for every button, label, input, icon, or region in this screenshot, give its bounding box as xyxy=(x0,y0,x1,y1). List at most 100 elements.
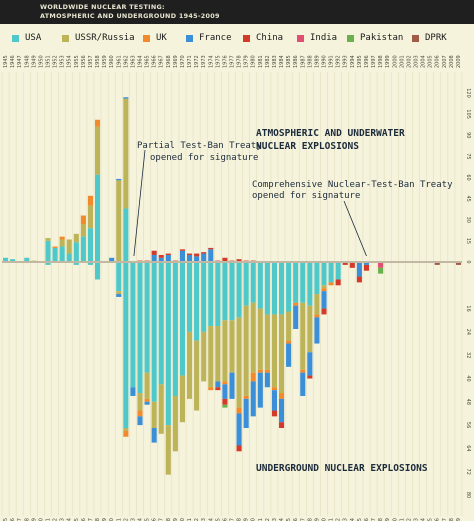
x-tick-label: 1978 xyxy=(237,55,243,68)
x-tick-label: 2001 xyxy=(399,55,405,68)
bar-underground-dprk-2009 xyxy=(455,262,462,265)
bar-underground-india-1998 xyxy=(378,262,384,268)
y-tick-label: 45 xyxy=(465,195,471,201)
x-tick-label: 2007 xyxy=(442,518,448,521)
x-tick-label: 1970 xyxy=(180,518,186,521)
x-tick-label: 1973 xyxy=(201,518,207,521)
x-tick-label: 1999 xyxy=(385,55,391,68)
x-tick-label: 1995 xyxy=(357,518,363,521)
y-tick-label: 15 xyxy=(465,238,471,244)
x-tick-label: 1945 xyxy=(3,518,9,521)
legend-item-ussr-russia: USSR/Russia xyxy=(62,33,135,43)
bar-underground-france-1986 xyxy=(293,305,299,329)
x-tick-label: 2002 xyxy=(406,55,412,68)
bar-underground-france-1964 xyxy=(137,416,143,426)
bar-underground-uk-1979 xyxy=(243,395,249,399)
y-tick-label: 105 xyxy=(465,109,471,119)
x-tick-label: 1972 xyxy=(194,518,200,521)
bar-underground-france-1985 xyxy=(286,343,292,367)
x-tick-label: 1973 xyxy=(201,55,207,68)
bar-underground-ussr-russia-1978 xyxy=(236,317,242,408)
bar-atmospheric-ussr-russia-1953 xyxy=(59,239,65,247)
bar-underground-france-1995 xyxy=(356,262,362,277)
bar-underground-usa-1983 xyxy=(271,262,278,315)
bar-atmospheric-usa-1948 xyxy=(24,257,30,262)
bar-underground-uk-1985 xyxy=(286,340,292,344)
bar-underground-uk-1990 xyxy=(321,288,327,292)
x-tick-label: 1954 xyxy=(67,518,73,521)
x-tick-label: 1959 xyxy=(102,518,108,521)
bar-underground-pakistan-1976 xyxy=(222,404,228,408)
x-tick-label: 1950 xyxy=(38,55,44,68)
x-tick-label: 1986 xyxy=(293,55,299,68)
bar-underground-ussr-russia-1990 xyxy=(321,285,327,289)
bar-underground-china-1975 xyxy=(215,387,221,391)
legend-swatch-uk xyxy=(143,34,150,42)
bar-atmospheric-china-1968 xyxy=(165,253,171,255)
bar-underground-ussr-russia-1981 xyxy=(257,308,263,370)
x-tick-label: 1972 xyxy=(194,55,200,68)
bar-atmospheric-usa-1955 xyxy=(73,242,79,262)
bar-atmospheric-france-1960 xyxy=(109,257,115,262)
x-tick-label: 2003 xyxy=(414,55,420,68)
x-tick-label: 1981 xyxy=(258,518,264,521)
bar-atmospheric-uk-1957 xyxy=(87,195,94,206)
bar-atmospheric-usa-1954 xyxy=(66,253,72,262)
bar-underground-ussr-russia-1987 xyxy=(300,302,306,370)
x-tick-label: 1990 xyxy=(322,518,328,521)
x-tick-label: 1947 xyxy=(17,518,23,521)
bar-underground-france-1963 xyxy=(130,387,136,396)
x-tick-label: 1962 xyxy=(123,518,129,521)
legend-item-india: India xyxy=(297,33,337,43)
bar-underground-ussr-russia-1966 xyxy=(151,401,157,429)
legend-item-uk: UK xyxy=(143,33,167,43)
bar-underground-uk-1989 xyxy=(314,314,320,318)
x-tick-label: 1983 xyxy=(272,518,278,521)
bar-underground-france-1976 xyxy=(222,384,228,399)
bar-atmospheric-china-1976 xyxy=(222,257,228,262)
bar-atmospheric-china-1972 xyxy=(194,253,200,257)
x-tick-label: 1958 xyxy=(95,55,101,68)
bar-underground-china-1978 xyxy=(236,445,242,452)
x-tick-label: 2006 xyxy=(435,518,441,521)
bar-atmospheric-usa-1958 xyxy=(94,174,101,262)
bar-underground-usa-1975 xyxy=(215,262,221,327)
bar-underground-ussr-russia-1982 xyxy=(264,314,270,370)
bar-underground-usa-1992 xyxy=(335,262,341,280)
x-tick-label: 1982 xyxy=(265,518,271,521)
y-tick-label: 16 xyxy=(465,305,471,311)
x-tick-label: 1963 xyxy=(130,518,136,521)
bar-underground-france-1984 xyxy=(278,398,285,423)
bar-atmospheric-china-1966 xyxy=(151,250,157,255)
ptbt-label-line2: opened for signature xyxy=(150,153,258,163)
x-tick-label: 1956 xyxy=(81,518,87,521)
bar-atmospheric-usa-1945 xyxy=(2,257,9,262)
bar-underground-ussr-russia-1979 xyxy=(243,305,249,396)
x-tick-label: 1953 xyxy=(60,518,66,521)
bar-underground-france-1978 xyxy=(236,413,242,446)
bar-underground-uk-1962 xyxy=(123,430,129,437)
bar-underground-usa-1978 xyxy=(236,262,242,318)
y-tick-label: 72 xyxy=(465,469,471,475)
bar-underground-ussr-russia-1971 xyxy=(186,331,193,399)
bar-atmospheric-china-1974 xyxy=(208,247,214,250)
bar-atmospheric-china-1970 xyxy=(179,249,186,251)
bar-underground-uk-1982 xyxy=(264,369,270,373)
ptbt-pointer xyxy=(133,149,146,257)
x-tick-label: 1986 xyxy=(293,518,299,521)
bar-atmospheric-usa-1956 xyxy=(80,236,86,262)
x-tick-label: 1945 xyxy=(3,55,9,68)
bar-underground-usa-1961 xyxy=(116,262,122,292)
bar-underground-usa-1970 xyxy=(179,262,186,376)
bar-atmospheric-france-1973 xyxy=(201,253,207,262)
x-tick-label: 1985 xyxy=(286,55,292,68)
bar-underground-france-1983 xyxy=(271,390,278,411)
nuclear-testing-chart: 1945194519461946194719471948194819491949… xyxy=(1,55,471,521)
bar-atmospheric-ussr-russia-1962 xyxy=(123,98,129,209)
bar-atmospheric-france-1961 xyxy=(116,178,122,181)
bar-underground-uk-1980 xyxy=(250,372,256,382)
x-tick-label: 1974 xyxy=(208,518,214,521)
y-tick-label: 40 xyxy=(465,375,471,381)
legend-swatch-india xyxy=(297,34,304,42)
bar-underground-ussr-russia-1984 xyxy=(278,314,285,394)
